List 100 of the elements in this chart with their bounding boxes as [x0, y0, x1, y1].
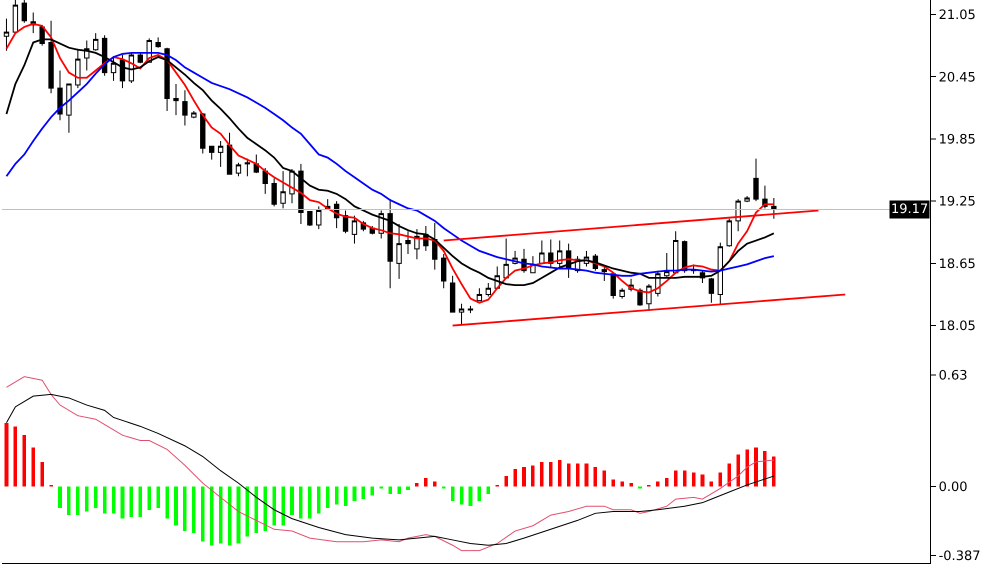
bar	[94, 486, 98, 508]
bar	[344, 486, 348, 506]
bar	[754, 448, 758, 487]
bar	[210, 486, 214, 546]
bar	[138, 486, 142, 517]
bar	[112, 486, 116, 514]
candlestick	[468, 305, 474, 314]
bar	[31, 448, 36, 487]
candlestick	[298, 163, 304, 224]
candlestick	[200, 112, 206, 154]
candlestick	[236, 162, 242, 177]
candlestick	[271, 178, 277, 207]
candlestick	[155, 36, 161, 48]
bar	[548, 462, 553, 487]
candlestick	[744, 195, 750, 203]
bar	[718, 472, 722, 487]
bar	[584, 464, 588, 487]
candlestick	[352, 215, 358, 244]
bar	[281, 486, 285, 526]
bar	[415, 483, 419, 487]
bar	[576, 464, 580, 487]
candlestick	[432, 222, 438, 270]
y-tick-label: 19.25	[938, 194, 976, 210]
bar	[504, 476, 508, 487]
candlestick	[753, 158, 759, 202]
candlestick	[619, 288, 625, 300]
candlestick	[726, 218, 732, 248]
candlestick	[441, 254, 446, 289]
candlestick	[307, 211, 313, 227]
bar	[326, 486, 330, 508]
y-tick-label: 20.45	[938, 70, 976, 86]
bar	[745, 449, 749, 487]
candlestick	[405, 230, 411, 255]
bar	[763, 451, 767, 487]
y-tick-label: 21.05	[938, 8, 976, 24]
candlestick	[602, 266, 607, 282]
candlestick	[458, 303, 464, 326]
bar	[308, 486, 312, 519]
ref-line-label: 19.17	[891, 202, 928, 217]
candlestick	[209, 146, 214, 160]
bar	[370, 486, 374, 496]
candlestick	[191, 110, 197, 119]
y-tick-label: -0.387	[938, 548, 981, 564]
bar	[362, 486, 366, 500]
bar	[620, 481, 624, 487]
bar	[58, 486, 62, 508]
bar	[40, 462, 44, 487]
bar	[4, 422, 8, 487]
candlestick	[22, 0, 27, 24]
bar	[130, 486, 134, 517]
candlestick	[254, 154, 259, 174]
bar	[424, 478, 428, 487]
candlestick	[503, 238, 509, 278]
bar	[478, 486, 482, 501]
bar	[183, 486, 187, 532]
candlestick	[539, 240, 545, 264]
bar	[22, 435, 26, 487]
bar	[700, 474, 704, 487]
y-tick-label: 18.65	[938, 256, 976, 272]
bar	[388, 486, 392, 494]
bar	[156, 486, 160, 508]
bar	[727, 464, 732, 487]
bar	[540, 462, 544, 487]
bar	[192, 486, 196, 533]
y-tick-label: 0.00	[938, 480, 968, 496]
bar	[710, 481, 714, 487]
candlestick	[486, 282, 491, 298]
candlestick	[476, 288, 482, 302]
bar	[460, 486, 464, 504]
bar	[147, 486, 152, 510]
bar	[558, 460, 562, 487]
bar	[254, 486, 258, 533]
candlestick	[646, 284, 652, 312]
y-tick-label: 19.85	[938, 132, 976, 148]
bar	[236, 486, 240, 544]
bar	[468, 486, 472, 506]
bar	[299, 486, 303, 519]
bar	[67, 486, 71, 516]
candlestick	[110, 56, 116, 82]
bar	[290, 486, 294, 516]
bar	[165, 486, 169, 519]
candlestick	[450, 275, 456, 313]
bar	[352, 486, 356, 501]
bar	[594, 467, 598, 487]
bar	[397, 486, 401, 494]
candlestick	[57, 70, 63, 121]
candlestick	[262, 167, 268, 194]
candlestick	[75, 48, 81, 89]
bar	[228, 486, 232, 546]
bar	[736, 454, 740, 487]
bar	[174, 486, 178, 526]
bar	[76, 486, 80, 516]
candlestick	[66, 83, 72, 134]
candlestick	[226, 132, 232, 175]
bar	[522, 467, 526, 487]
candlestick	[610, 273, 616, 300]
bar	[84, 486, 89, 512]
bar	[14, 426, 18, 487]
bar	[450, 486, 454, 501]
bar	[674, 470, 678, 487]
